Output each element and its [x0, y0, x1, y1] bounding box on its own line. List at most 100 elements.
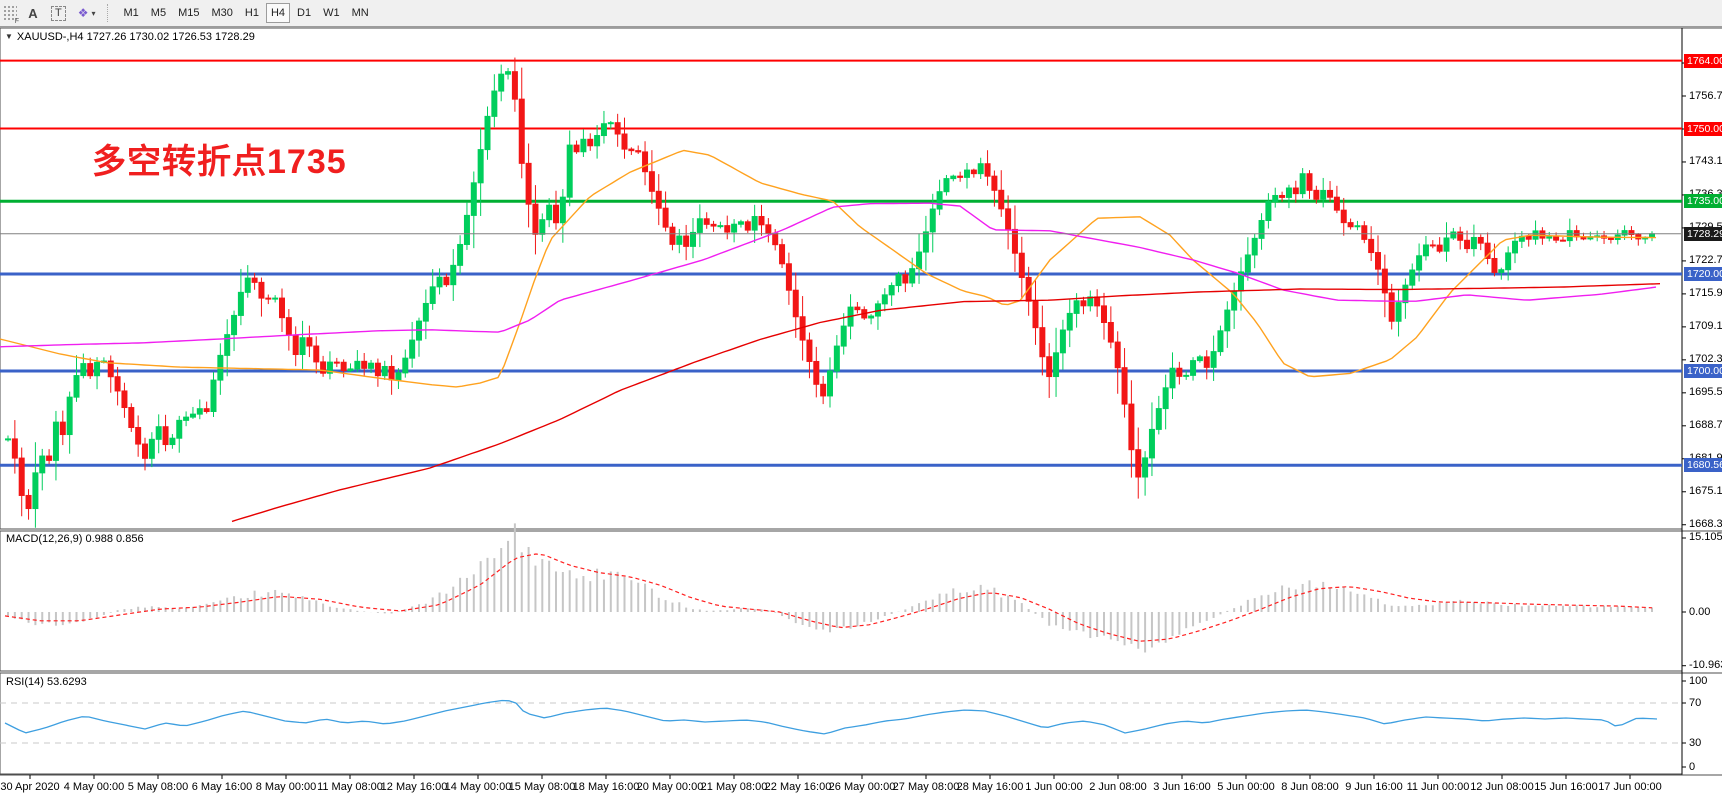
candle-body — [991, 175, 998, 191]
candle-body — [833, 345, 840, 372]
candle-body — [381, 365, 388, 377]
timeframe-button-w1[interactable]: W1 — [323, 7, 340, 19]
candle-body — [73, 375, 80, 398]
symbol-dropdown-icon[interactable]: ▼ — [5, 32, 13, 41]
styles-tool-button[interactable]: ❖ ▾ — [73, 3, 101, 23]
time-axis-label: 20 May 00:00 — [636, 781, 704, 793]
candle-body — [1525, 235, 1532, 240]
price-tick-label: 1702.30 — [1689, 353, 1722, 366]
candle-body — [765, 224, 772, 234]
timeframe-button-h4[interactable]: H4 — [265, 3, 291, 23]
candle-body — [224, 334, 231, 356]
panel-frame — [0, 28, 1683, 530]
candle-body — [559, 196, 566, 224]
candle-body — [854, 306, 861, 311]
timeframe-button-m15[interactable]: M15 — [178, 7, 200, 19]
candle-body — [1429, 244, 1436, 247]
candle-body — [1559, 239, 1566, 242]
candle-body — [1368, 238, 1375, 254]
current-price-tag: 1728.29 — [1684, 226, 1722, 241]
timeframe-button-h1[interactable]: H1 — [244, 7, 259, 19]
toolbar-drag-handle[interactable]: F — [3, 5, 19, 25]
text-label-tool-button[interactable]: A — [22, 3, 44, 23]
candle-body — [998, 189, 1005, 210]
candle-body — [1011, 228, 1018, 254]
candle-body — [1148, 428, 1155, 459]
candle-body — [1313, 189, 1320, 200]
rsi-tick-label: 70 — [1689, 696, 1702, 709]
candle-body — [272, 297, 279, 300]
timeframe-button-m5[interactable]: M5 — [150, 7, 167, 19]
time-axis-label: 1 Jun 00:00 — [1025, 781, 1083, 793]
candle-body — [744, 221, 751, 231]
candle-body — [1443, 237, 1450, 252]
candle-body — [18, 457, 25, 496]
candle-body — [463, 214, 470, 245]
candle-body — [607, 122, 614, 125]
timeframe-button-m30[interactable]: M30 — [211, 7, 233, 19]
time-axis-label: 9 Jun 16:00 — [1345, 781, 1403, 793]
candle-body — [1162, 387, 1169, 410]
candle-body — [333, 361, 340, 364]
candle-body — [237, 291, 244, 316]
candle-body — [1607, 237, 1614, 240]
time-axis-label: 18 May 16:00 — [572, 781, 640, 793]
candle-body — [1169, 367, 1176, 389]
candle-body — [1032, 300, 1039, 329]
price-tick-label: 1688.70 — [1689, 419, 1722, 432]
text-box-tool-button[interactable]: T — [46, 3, 71, 23]
candle-body — [1210, 351, 1217, 368]
candle-body — [361, 360, 368, 369]
candle-body — [1306, 173, 1313, 191]
timeframe-button-mn[interactable]: MN — [351, 7, 369, 19]
timeframe-button-m1[interactable]: M1 — [123, 7, 139, 19]
candle-body — [450, 264, 457, 286]
candle-body — [1272, 194, 1279, 203]
candle-body — [395, 372, 402, 381]
candle-body — [1183, 374, 1190, 377]
candle-body — [806, 339, 813, 362]
chart-title-text: XAUUSD-,H4 1727.26 1730.02 1726.53 1728.… — [16, 31, 255, 43]
candle-body — [347, 368, 354, 372]
candle-body — [1101, 305, 1107, 324]
candle-body — [32, 472, 39, 510]
candle-body — [635, 150, 642, 153]
candle-body — [1621, 230, 1628, 236]
candle-body — [1484, 242, 1491, 259]
candle-body — [46, 455, 53, 461]
candle-body — [1553, 236, 1560, 241]
time-axis-label: 3 Jun 16:00 — [1153, 781, 1211, 793]
candle-body — [1546, 236, 1553, 239]
candle-body — [169, 437, 176, 446]
candle-body — [696, 218, 703, 233]
candle-body — [1196, 356, 1203, 362]
candle-body — [717, 225, 724, 228]
chart-canvas[interactable] — [0, 28, 1722, 795]
candle-body — [189, 413, 196, 418]
timeframe-button-d1[interactable]: D1 — [297, 7, 312, 19]
chart-window[interactable]: ▼ XAUUSD-,H4 1727.26 1730.02 1726.53 1728… — [0, 28, 1722, 795]
candle-body — [779, 244, 786, 265]
candle-body — [94, 361, 101, 377]
candle-body — [737, 221, 744, 225]
candle-body — [751, 216, 758, 231]
candle-body — [532, 203, 539, 235]
candle-body — [984, 163, 991, 177]
candle-body — [1135, 449, 1142, 478]
candle-body — [655, 190, 662, 209]
candle-body — [142, 443, 148, 459]
candle-body — [354, 360, 361, 370]
time-axis-label: 12 May 16:00 — [380, 781, 448, 793]
candle-body — [1018, 252, 1025, 278]
candle-body — [374, 362, 381, 377]
candle-body — [943, 178, 950, 193]
candle-body — [772, 232, 779, 246]
candle-body — [1539, 230, 1546, 239]
candle-body — [1395, 302, 1402, 322]
candle-body — [1628, 230, 1635, 236]
candle-body — [1114, 341, 1121, 369]
time-axis-label: 12 Jun 08:00 — [1470, 781, 1534, 793]
candle-body — [477, 149, 484, 184]
candle-body — [114, 376, 121, 392]
